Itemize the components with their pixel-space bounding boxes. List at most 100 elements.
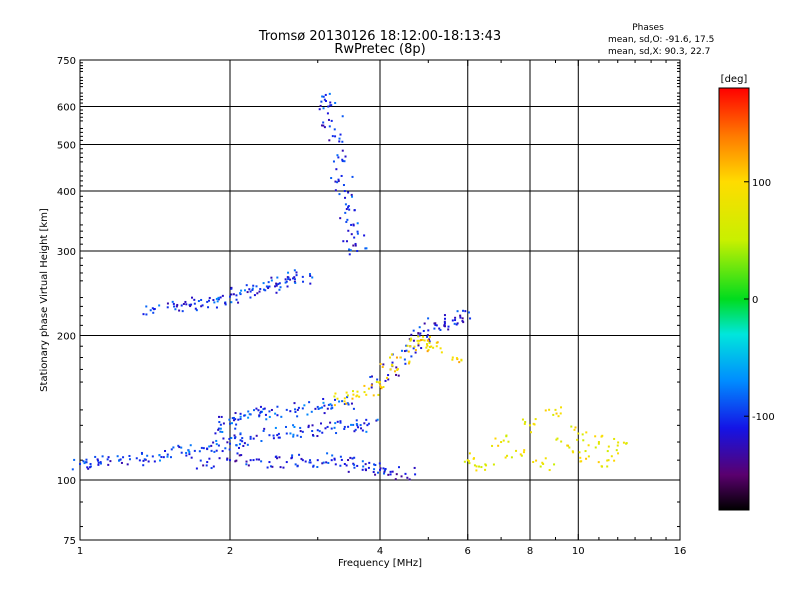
- echo-point: [216, 300, 219, 303]
- echo-point: [418, 326, 421, 329]
- echo-point: [600, 465, 603, 468]
- echo-point: [344, 203, 347, 206]
- data-point: [356, 464, 359, 467]
- echo-point: [321, 431, 324, 434]
- echo-point: [355, 422, 358, 425]
- data-point: [435, 324, 438, 327]
- echo-point: [272, 437, 275, 440]
- series-group: [195, 452, 417, 481]
- echo-point: [303, 404, 306, 407]
- echo-point: [560, 406, 563, 409]
- data-point: [343, 190, 346, 193]
- echo-point: [202, 464, 205, 467]
- data-point: [367, 422, 370, 425]
- echo-point: [469, 317, 472, 320]
- echo-point: [213, 301, 216, 304]
- echo-point: [375, 380, 378, 383]
- echo-point: [295, 271, 298, 274]
- echo-point: [359, 424, 362, 427]
- echo-point: [306, 413, 309, 416]
- echo-point: [454, 316, 457, 319]
- data-point: [343, 425, 346, 428]
- echo-point: [201, 304, 204, 307]
- echo-point: [235, 459, 238, 462]
- echo-point: [221, 294, 224, 297]
- data-point: [356, 424, 359, 427]
- echo-point: [106, 458, 109, 461]
- echo-point: [309, 461, 312, 464]
- echo-point: [523, 449, 526, 452]
- echo-point: [413, 345, 416, 348]
- data-point: [193, 302, 196, 305]
- echo-point: [255, 285, 258, 288]
- echo-point: [601, 434, 604, 437]
- echo-point: [202, 447, 205, 450]
- echo-point: [414, 473, 417, 476]
- echo-point: [494, 437, 497, 440]
- echo-point: [423, 322, 426, 325]
- echo-point: [190, 303, 193, 306]
- x-tick-label: 16: [674, 546, 687, 557]
- echo-point: [255, 407, 258, 410]
- echo-point: [266, 466, 269, 469]
- echo-point: [294, 463, 297, 466]
- echo-point: [443, 320, 446, 323]
- echo-point: [276, 276, 279, 279]
- echo-point: [208, 457, 211, 460]
- echo-point: [365, 430, 368, 433]
- echo-point: [571, 450, 574, 453]
- data-point: [285, 461, 288, 464]
- echo-point: [323, 404, 326, 407]
- echo-point: [237, 418, 240, 421]
- echo-point: [348, 253, 351, 256]
- echo-point: [304, 460, 307, 463]
- echo-point: [344, 196, 347, 199]
- echo-point: [214, 432, 217, 435]
- colorbar-tick-label: 100: [752, 178, 771, 189]
- echo-point: [258, 458, 261, 461]
- echo-point: [360, 427, 363, 430]
- y-tick-label: 750: [57, 56, 76, 67]
- echo-point: [235, 423, 238, 426]
- echo-point: [391, 470, 394, 473]
- echo-point: [169, 456, 172, 459]
- y-tick-label: 200: [57, 332, 76, 343]
- echo-point: [328, 139, 331, 142]
- echo-point: [413, 466, 416, 469]
- echo-point: [278, 436, 281, 439]
- echo-point: [205, 464, 208, 467]
- echo-point: [532, 422, 535, 425]
- data-point: [180, 304, 183, 307]
- echo-point: [553, 463, 556, 466]
- data-point: [206, 300, 209, 303]
- echo-point: [118, 459, 121, 462]
- echo-point: [213, 450, 216, 453]
- echo-point: [410, 355, 413, 358]
- echo-point: [243, 289, 246, 292]
- data-point: [542, 462, 545, 465]
- echo-point: [336, 154, 339, 157]
- echo-point: [219, 296, 222, 299]
- echo-point: [326, 452, 329, 455]
- echo-point: [377, 393, 380, 396]
- echo-point: [606, 459, 609, 462]
- echo-point: [318, 108, 321, 111]
- data-point: [217, 427, 220, 430]
- data-point: [367, 387, 370, 390]
- echo-point: [270, 279, 273, 282]
- echo-point: [235, 294, 238, 297]
- echo-point: [246, 443, 249, 446]
- echo-point: [362, 465, 365, 468]
- echo-point: [241, 437, 244, 440]
- data-point: [500, 441, 503, 444]
- echo-point: [343, 428, 346, 431]
- echo-point: [585, 457, 588, 460]
- echo-point: [379, 363, 382, 366]
- echo-point: [269, 465, 272, 468]
- echo-point: [421, 338, 424, 341]
- echo-point: [116, 455, 119, 458]
- echo-point: [369, 375, 372, 378]
- echo-point: [556, 437, 559, 440]
- echo-point: [370, 384, 373, 387]
- echo-point: [428, 335, 431, 338]
